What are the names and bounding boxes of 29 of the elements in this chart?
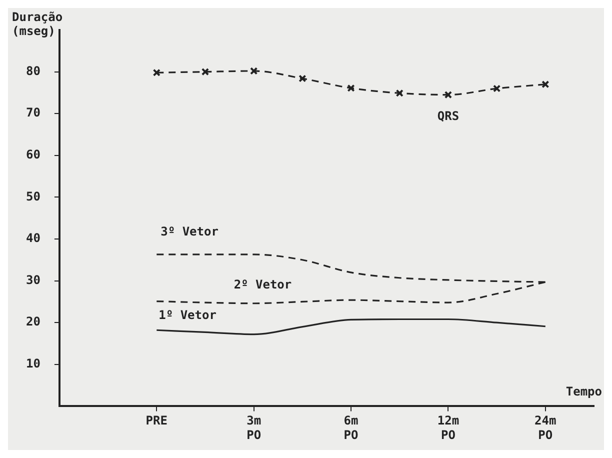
point [444,90,452,99]
x-tick-label: 3m PO [246,414,262,442]
series-label: 1º Vetor [158,308,216,322]
series-label: 2º Vetor [234,277,292,292]
y-tick-label: 20 [26,314,40,329]
y-tick-label: 30 [26,272,40,287]
y-tick-label: 70 [26,106,40,120]
point [347,84,355,92]
y-tick-label: 50 [26,189,40,204]
point [152,68,160,76]
y-tick-label: 10 [26,356,40,371]
series-label: 3º Vetor [160,224,218,239]
point [396,89,404,97]
point [298,74,306,82]
x-tick-label: 12m PO [437,414,460,442]
point [201,68,210,76]
y-tick-label: 40 [26,231,40,246]
y-tick-label: 60 [26,148,40,162]
x-tick-label: PRE [146,414,168,428]
y-axis-title: Duração (mseg) [12,10,63,38]
point [542,80,550,88]
y-tick-label: 80 [26,64,40,78]
line-series [156,318,546,336]
point [250,67,258,75]
x-tick-label: 24m PO [534,414,556,442]
x-axis-title: Tempo [566,384,602,398]
point [492,84,501,92]
x-tick-label: 6m PO [344,414,358,442]
series-label: QRS [437,108,460,123]
